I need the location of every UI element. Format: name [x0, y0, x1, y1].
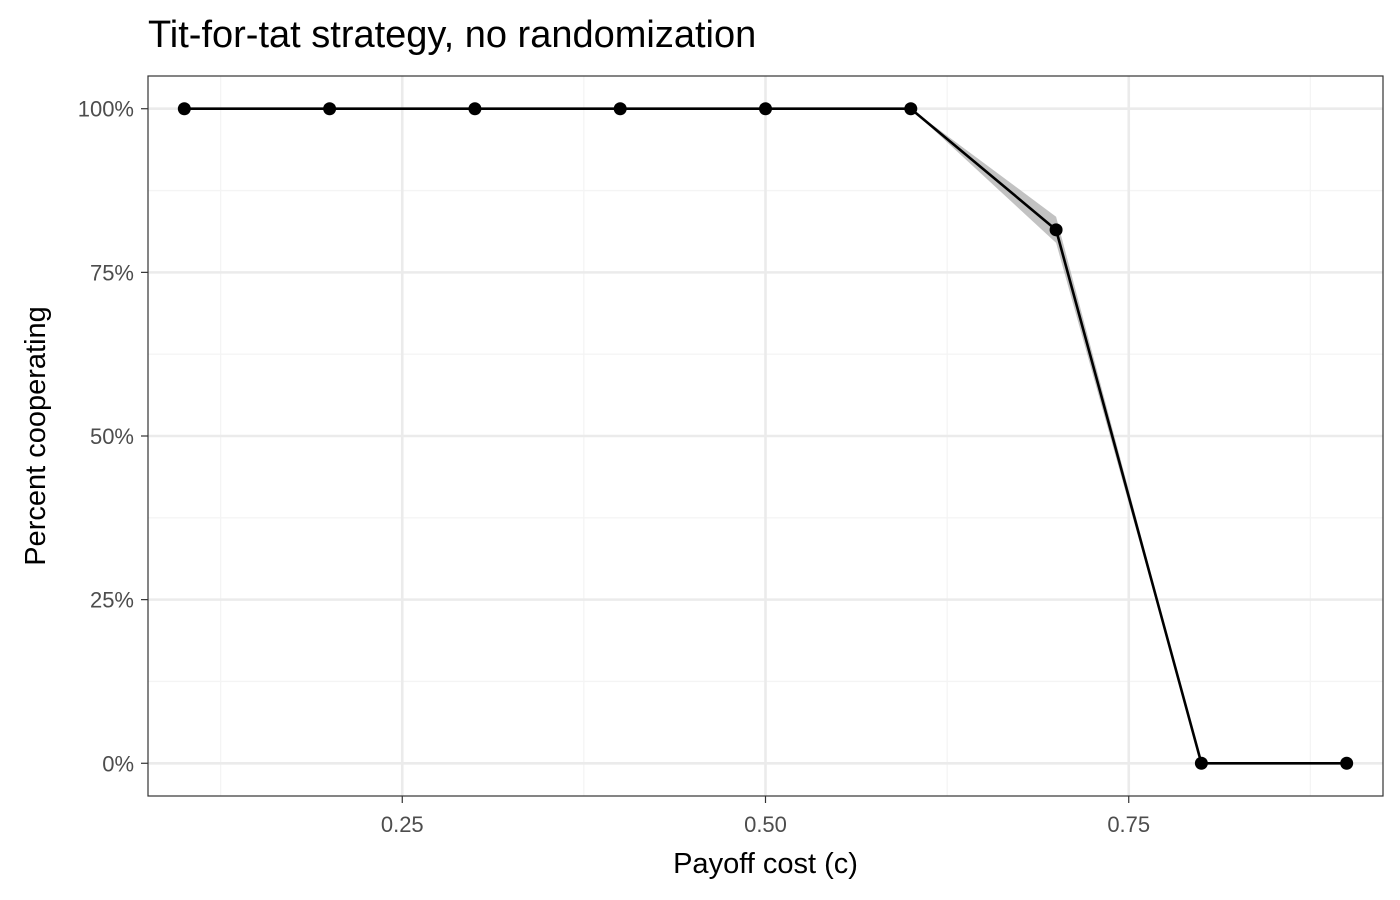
data-point	[904, 102, 918, 116]
confidence-ribbon	[184, 108, 1347, 764]
x-axis: 0.25 0.50 0.75	[381, 796, 1150, 837]
data-point	[1194, 756, 1208, 770]
y-tick-label: 100%	[78, 97, 134, 122]
x-tick-label: 0.50	[744, 812, 787, 837]
data-point	[468, 102, 482, 116]
data-point	[1049, 223, 1063, 237]
y-tick-label: 75%	[90, 260, 134, 285]
data-point	[177, 102, 191, 116]
x-tick-label: 0.25	[381, 812, 424, 837]
grid-major	[148, 76, 1383, 796]
series-point-layer	[177, 102, 1354, 770]
x-tick-label: 0.75	[1107, 812, 1150, 837]
data-point	[323, 102, 337, 116]
data-point	[759, 102, 772, 116]
confidence-ribbon-layer	[184, 108, 1347, 764]
y-tick-label: 50%	[90, 424, 134, 449]
y-tick-label: 25%	[90, 588, 134, 613]
x-axis-title: Payoff cost (c)	[673, 848, 858, 880]
data-point	[1340, 756, 1354, 770]
chart-title: Tit-for-tat strategy, no randomization	[148, 14, 756, 56]
y-axis-title: Percent cooperating	[20, 306, 52, 566]
y-tick-label: 0%	[102, 751, 134, 776]
data-point	[613, 102, 627, 116]
y-axis: 0% 25% 50% 75% 100%	[78, 97, 148, 776]
